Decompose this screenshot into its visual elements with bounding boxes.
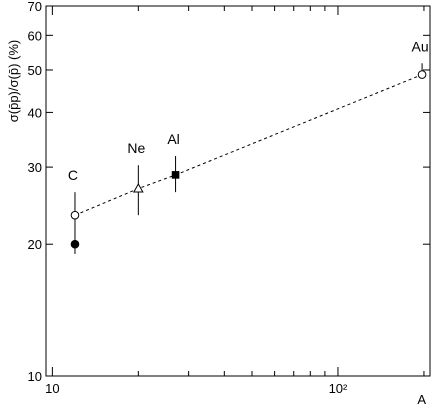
data-point-Au — [417, 70, 427, 79]
y-tick-label: 60 — [28, 28, 42, 43]
x-tick-label: 10² — [329, 381, 348, 396]
fit-line-group — [74, 74, 423, 216]
data-points — [70, 63, 427, 254]
point-label-Au: Au — [412, 38, 429, 54]
data-point-C — [70, 210, 80, 220]
y-tick-label: 20 — [28, 237, 42, 252]
plot-frame — [45, 5, 431, 377]
data-point-Ne — [132, 183, 144, 193]
x-tick-label: 10 — [45, 381, 59, 396]
data-point-C-filled — [70, 239, 80, 249]
y-tick-label: 30 — [28, 160, 42, 175]
y-tick-label: 70 — [28, 0, 42, 14]
y-tick-label: 50 — [28, 63, 42, 78]
point-label-Ne: Ne — [127, 140, 145, 156]
point-label-Al: Al — [167, 131, 179, 147]
x-axis-label: A — [417, 392, 426, 407]
fit-line — [74, 74, 423, 216]
axes: 10 20 30 40 50 60 70 10 10² — [28, 0, 431, 396]
y-tick-label: 40 — [28, 105, 42, 120]
y-axis-label: σ(p̄p)/σ(p̄) (%) — [6, 40, 21, 123]
y-tick-label: 10 — [28, 369, 42, 384]
point-label-C: C — [68, 167, 78, 183]
data-point-Al — [171, 171, 180, 179]
labels: Aσ(p̄p)/σ(p̄) (%) C Ne Al Au — [6, 38, 429, 407]
